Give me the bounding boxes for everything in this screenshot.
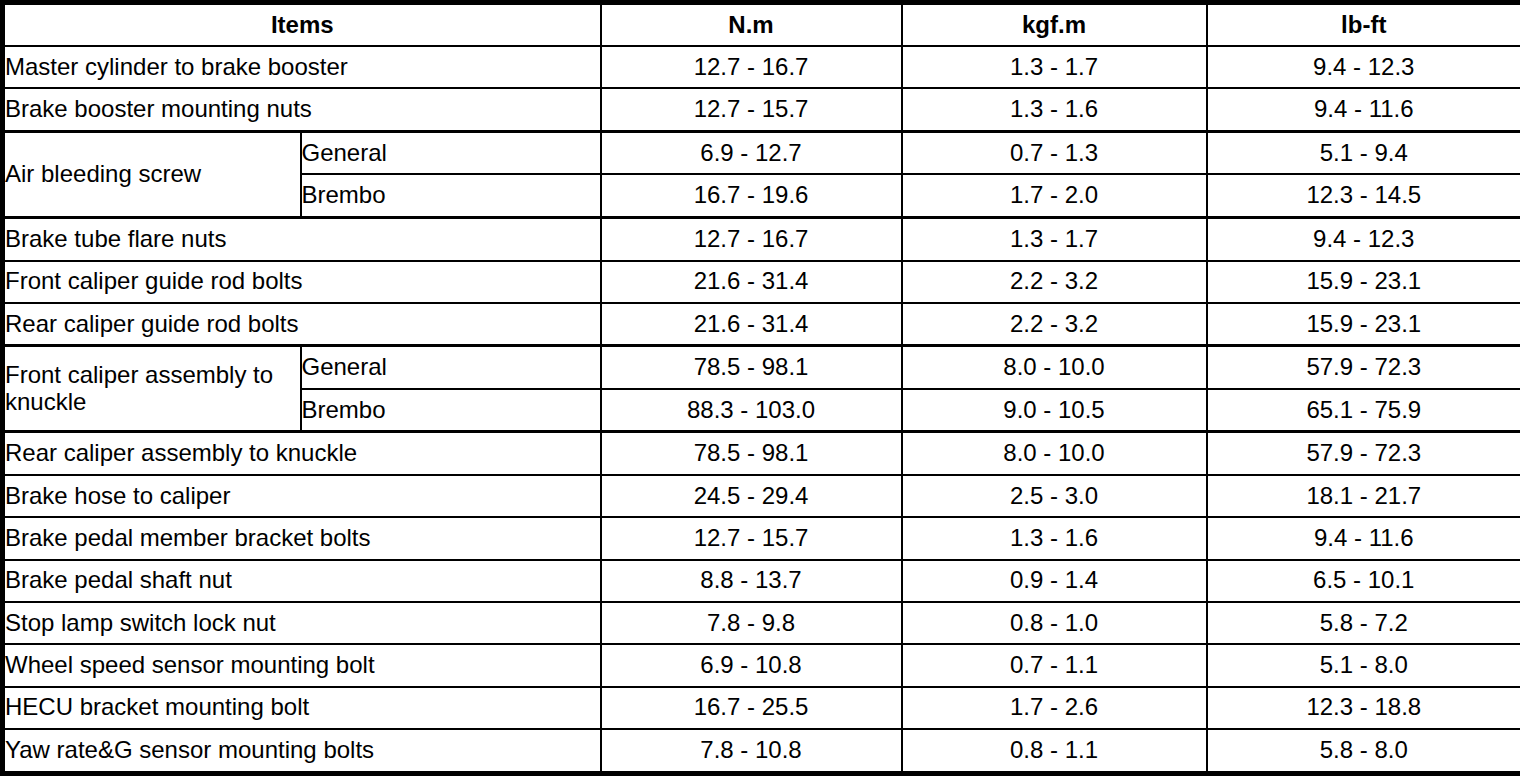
kgfm-cell: 8.0 - 10.0 (902, 346, 1207, 389)
table-row: Rear caliper guide rod bolts 21.6 - 31.4… (3, 303, 1520, 346)
lbft-cell: 5.8 - 7.2 (1207, 602, 1520, 644)
nm-cell: 12.7 - 15.7 (601, 517, 902, 559)
table-row: Front caliper assembly to knuckle Genera… (3, 346, 1520, 389)
torque-spec-table: Items N.m kgf.m lb-ft Master cylinder to… (0, 0, 1520, 776)
item-cell: Brake tube flare nuts (3, 217, 601, 260)
item-group-cell: Air bleeding screw (3, 131, 301, 217)
table-row: Air bleeding screw General 6.9 - 12.7 0.… (3, 131, 1520, 174)
column-header-lbft: lb-ft (1207, 3, 1520, 47)
nm-cell: 24.5 - 29.4 (601, 475, 902, 517)
nm-cell: 78.5 - 98.1 (601, 346, 902, 389)
lbft-cell: 9.4 - 12.3 (1207, 46, 1520, 88)
table-row: Brake tube flare nuts 12.7 - 16.7 1.3 - … (3, 217, 1520, 260)
kgfm-cell: 1.3 - 1.6 (902, 88, 1207, 131)
item-group-cell: Front caliper assembly to knuckle (3, 346, 301, 432)
nm-cell: 8.8 - 13.7 (601, 560, 902, 602)
item-variant-cell: Brembo (301, 174, 601, 217)
kgfm-cell: 0.9 - 1.4 (902, 560, 1207, 602)
kgfm-cell: 1.7 - 2.0 (902, 174, 1207, 217)
item-cell: Wheel speed sensor mounting bolt (3, 644, 601, 686)
nm-cell: 6.9 - 12.7 (601, 131, 902, 174)
lbft-cell: 15.9 - 23.1 (1207, 261, 1520, 303)
table-row: Brake pedal member bracket bolts 12.7 - … (3, 517, 1520, 559)
column-header-items: Items (3, 3, 601, 47)
kgfm-cell: 1.7 - 2.6 (902, 687, 1207, 729)
item-cell: Brake hose to caliper (3, 475, 601, 517)
item-cell: Yaw rate&G sensor mounting bolts (3, 729, 601, 774)
kgfm-cell: 1.3 - 1.7 (902, 46, 1207, 88)
lbft-cell: 5.8 - 8.0 (1207, 729, 1520, 774)
lbft-cell: 9.4 - 11.6 (1207, 517, 1520, 559)
item-cell: Brake pedal member bracket bolts (3, 517, 601, 559)
nm-cell: 12.7 - 16.7 (601, 46, 902, 88)
kgfm-cell: 1.3 - 1.7 (902, 217, 1207, 260)
nm-cell: 7.8 - 10.8 (601, 729, 902, 774)
lbft-cell: 57.9 - 72.3 (1207, 346, 1520, 389)
kgfm-cell: 2.2 - 3.2 (902, 303, 1207, 346)
header-row: Items N.m kgf.m lb-ft (3, 3, 1520, 47)
kgfm-cell: 0.7 - 1.1 (902, 644, 1207, 686)
kgfm-cell: 2.5 - 3.0 (902, 475, 1207, 517)
nm-cell: 21.6 - 31.4 (601, 303, 902, 346)
table-row: Brake hose to caliper 24.5 - 29.4 2.5 - … (3, 475, 1520, 517)
lbft-cell: 6.5 - 10.1 (1207, 560, 1520, 602)
nm-cell: 16.7 - 19.6 (601, 174, 902, 217)
kgfm-cell: 2.2 - 3.2 (902, 261, 1207, 303)
table-row: Rear caliper assembly to knuckle 78.5 - … (3, 432, 1520, 475)
table-row: Yaw rate&G sensor mounting bolts 7.8 - 1… (3, 729, 1520, 774)
lbft-cell: 5.1 - 8.0 (1207, 644, 1520, 686)
item-cell: Front caliper guide rod bolts (3, 261, 601, 303)
lbft-cell: 12.3 - 18.8 (1207, 687, 1520, 729)
kgfm-cell: 0.8 - 1.1 (902, 729, 1207, 774)
item-cell: Stop lamp switch lock nut (3, 602, 601, 644)
table-row: HECU bracket mounting bolt 16.7 - 25.5 1… (3, 687, 1520, 729)
item-variant-cell: General (301, 131, 601, 174)
lbft-cell: 65.1 - 75.9 (1207, 389, 1520, 432)
nm-cell: 12.7 - 16.7 (601, 217, 902, 260)
column-header-nm: N.m (601, 3, 902, 47)
item-cell: Brake pedal shaft nut (3, 560, 601, 602)
table-row: Front caliper guide rod bolts 21.6 - 31.… (3, 261, 1520, 303)
kgfm-cell: 8.0 - 10.0 (902, 432, 1207, 475)
item-cell: Rear caliper assembly to knuckle (3, 432, 601, 475)
lbft-cell: 9.4 - 12.3 (1207, 217, 1520, 260)
lbft-cell: 57.9 - 72.3 (1207, 432, 1520, 475)
lbft-cell: 5.1 - 9.4 (1207, 131, 1520, 174)
table-row: Brake pedal shaft nut 8.8 - 13.7 0.9 - 1… (3, 560, 1520, 602)
document-page: Items N.m kgf.m lb-ft Master cylinder to… (0, 0, 1520, 776)
kgfm-cell: 0.8 - 1.0 (902, 602, 1207, 644)
item-cell: HECU bracket mounting bolt (3, 687, 601, 729)
table-row: Wheel speed sensor mounting bolt 6.9 - 1… (3, 644, 1520, 686)
item-variant-cell: Brembo (301, 389, 601, 432)
item-cell: Master cylinder to brake booster (3, 46, 601, 88)
column-header-kgfm: kgf.m (902, 3, 1207, 47)
nm-cell: 7.8 - 9.8 (601, 602, 902, 644)
kgfm-cell: 0.7 - 1.3 (902, 131, 1207, 174)
lbft-cell: 18.1 - 21.7 (1207, 475, 1520, 517)
table-row: Brake booster mounting nuts 12.7 - 15.7 … (3, 88, 1520, 131)
nm-cell: 78.5 - 98.1 (601, 432, 902, 475)
table-row: Master cylinder to brake booster 12.7 - … (3, 46, 1520, 88)
nm-cell: 16.7 - 25.5 (601, 687, 902, 729)
item-cell: Brake booster mounting nuts (3, 88, 601, 131)
lbft-cell: 9.4 - 11.6 (1207, 88, 1520, 131)
table-row: Stop lamp switch lock nut 7.8 - 9.8 0.8 … (3, 602, 1520, 644)
nm-cell: 21.6 - 31.4 (601, 261, 902, 303)
lbft-cell: 15.9 - 23.1 (1207, 303, 1520, 346)
nm-cell: 88.3 - 103.0 (601, 389, 902, 432)
lbft-cell: 12.3 - 14.5 (1207, 174, 1520, 217)
item-cell: Rear caliper guide rod bolts (3, 303, 601, 346)
kgfm-cell: 9.0 - 10.5 (902, 389, 1207, 432)
item-variant-cell: General (301, 346, 601, 389)
kgfm-cell: 1.3 - 1.6 (902, 517, 1207, 559)
nm-cell: 12.7 - 15.7 (601, 88, 902, 131)
nm-cell: 6.9 - 10.8 (601, 644, 902, 686)
